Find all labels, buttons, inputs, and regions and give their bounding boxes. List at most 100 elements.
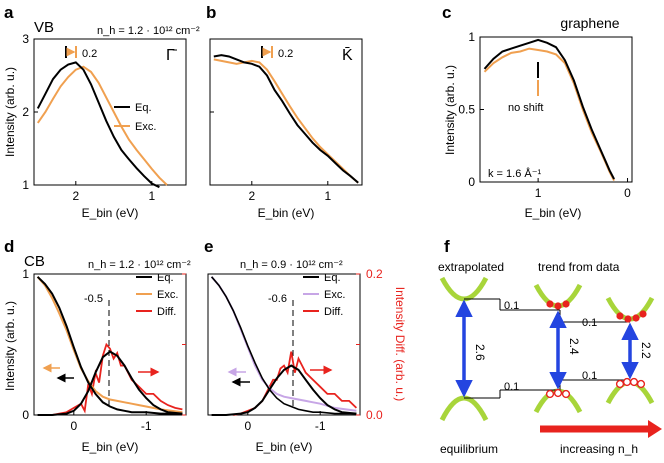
k-symbol: K̄ <box>342 47 353 64</box>
gamma-symbol: Γ̄ <box>166 47 178 64</box>
y-tick-label: 0 <box>468 175 475 189</box>
offset-label-1: 0.1 <box>504 300 519 312</box>
y-tick-label: 0 <box>22 408 29 422</box>
k-value-label: k = 1.6 Å⁻¹ <box>488 167 542 180</box>
panel-c-xlabel: E_bin (eV) <box>525 206 582 220</box>
panel-e-y2label: Intensity Diff. (arb. u.) <box>393 287 407 402</box>
cb-band-extrapolated <box>439 276 489 302</box>
panel-d-ylabel: Intensity (arb. u.) <box>3 301 17 391</box>
vb-band-trend-2 <box>605 379 655 405</box>
hole-dot <box>553 388 563 398</box>
x-tick-label: -1 <box>315 419 326 433</box>
increasing-nh-arrow-head <box>648 420 662 438</box>
shift-label-e: -0.6 <box>268 293 287 305</box>
legend-label-eq-e: Eq. <box>324 272 341 284</box>
series-line-b-exc <box>213 58 359 184</box>
gap-label-3: 2.2 <box>639 342 653 359</box>
panel-d-title: CB <box>24 253 45 270</box>
panel-label-f: f <box>444 237 450 256</box>
panel-e-right-axis: 0.0 0.2 <box>366 267 383 422</box>
panel-d-xlabel: E_bin (eV) <box>82 440 139 454</box>
series-line-e-eq-peak <box>211 364 357 416</box>
hole-dot <box>561 389 571 399</box>
x-tick-label: 0 <box>624 186 631 200</box>
y-tick-label: 0.5 <box>458 103 475 117</box>
legend-label-diff-e: Diff. <box>324 306 343 318</box>
shift-label-b: 0.2 <box>278 48 293 60</box>
y-tick-label: 3 <box>22 32 29 46</box>
x-tick-label: 1 <box>148 189 155 203</box>
panel-label-e: e <box>204 237 213 256</box>
label-equilibrium: equilibrium <box>440 442 498 456</box>
panel-a-frame <box>33 38 187 186</box>
shift-label-d: -0.5 <box>84 293 103 305</box>
electron-dot <box>616 312 624 320</box>
panel-e-density: n_h = 0.9 · 10¹² cm⁻² <box>240 259 343 271</box>
legend-label-exc-d: Exc. <box>157 289 178 301</box>
panel-b-frame <box>209 38 363 186</box>
vb-band-extrapolated <box>439 395 489 422</box>
panel-label-b: b <box>206 3 216 22</box>
panel-e: e n_h = 0.9 · 10¹² cm⁻² 0 -1 -0.6 Eq. Exc… <box>204 237 407 454</box>
series-line-d-eq-peak <box>37 350 183 416</box>
x-tick-label: 1 <box>535 186 542 200</box>
panel-a-ylabel: Intensity (arb. u.) <box>3 67 17 157</box>
y-tick-label: 1 <box>22 178 29 192</box>
series-line-e-diff <box>233 351 358 416</box>
series-line-d-eq <box>36 276 183 415</box>
label-extrapolated: extrapolated <box>438 260 504 274</box>
shift-label-a: 0.2 <box>82 48 97 60</box>
panel-b-xlabel: E_bin (eV) <box>258 206 315 220</box>
panel-a-density: n_h = 1.2 · 10¹² cm⁻² <box>97 25 200 37</box>
y2-tick-label: 0.2 <box>366 267 383 281</box>
hole-dots <box>545 377 646 399</box>
panel-f: f extrapolated trend from data equilibri… <box>438 237 662 456</box>
x-tick-label: 1 <box>324 189 331 203</box>
panel-c-ticks: 1 0 0 0.5 1 <box>458 30 631 200</box>
panel-a-ticks: 2 1 1 2 3 <box>22 32 155 203</box>
legend-label-eq-d: Eq. <box>157 272 174 284</box>
offset-label-4: 0.1 <box>582 370 597 382</box>
electron-dot <box>554 302 562 310</box>
hole-dot <box>636 379 646 389</box>
y-tick-label: 1 <box>468 30 475 44</box>
x-tick-label: 0 <box>70 419 77 433</box>
hole-dot <box>545 389 555 399</box>
label-increasing-nh: increasing n_h <box>560 442 638 456</box>
electron-dot <box>546 300 554 308</box>
gap-label-2: 2.4 <box>567 338 581 355</box>
offset-label-3: 0.1 <box>504 381 519 393</box>
offset-label-2: 0.1 <box>582 317 597 329</box>
legend-label-exc-a: Exc. <box>135 121 156 133</box>
y-tick-label: 2 <box>22 105 29 119</box>
x-tick-label: 2 <box>72 189 79 203</box>
series-line-b-eq <box>213 54 359 184</box>
gap-label-1: 2.6 <box>473 344 487 361</box>
electron-dot <box>624 315 632 323</box>
series-line-c-exc <box>483 47 615 182</box>
series-line-e-eq <box>210 276 357 415</box>
series-line-a-exc <box>36 65 168 186</box>
panel-a-title: VB <box>34 19 54 36</box>
panel-label-c: c <box>442 3 451 22</box>
panel-c-title: graphene <box>560 15 619 31</box>
y-tick-label: 1 <box>22 267 29 281</box>
panel-label-d: d <box>4 237 14 256</box>
hole-dot <box>622 377 632 387</box>
electron-dot <box>639 310 647 318</box>
panel-label-a: a <box>4 3 14 22</box>
panel-e-xlabel: E_bin (eV) <box>256 440 313 454</box>
hole-dot <box>629 377 639 387</box>
label-trend-from-data: trend from data <box>538 260 620 274</box>
panel-d-density: n_h = 1.2 · 10¹² cm⁻² <box>88 259 191 271</box>
y2-tick-label: 0.0 <box>366 408 383 422</box>
legend-label-exc-e: Exc. <box>324 289 345 301</box>
panel-c-ylabel: Intensity (arb. u.) <box>443 65 457 155</box>
panel-c: c graphene 1 000.51 no shift k = 1.6 Å⁻¹ … <box>442 3 633 220</box>
panel-a-xlabel: E_bin (eV) <box>82 206 139 220</box>
panel-d: d CB n_h = 1.2 · 10¹² cm⁻² 0 -1 0 1 -0.5 Eq… <box>3 237 191 454</box>
